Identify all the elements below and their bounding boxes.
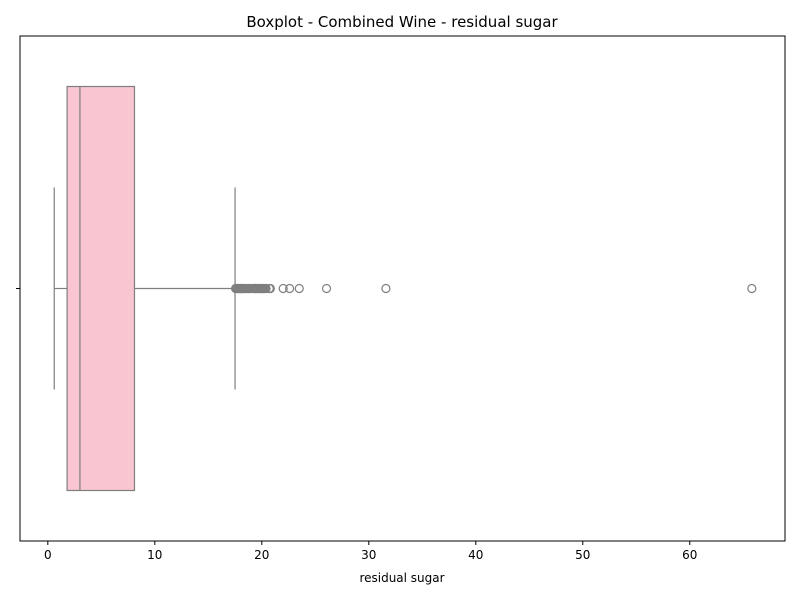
x-tick-label: 10 [147,548,162,562]
outlier-point [747,283,757,294]
x-axis: 0 10 20 30 40 50 60 [16,288,697,562]
chart-title: Boxplot - Combined Wine - residual sugar [246,13,558,31]
x-tick-label: 20 [254,548,269,562]
x-tick-label: 60 [682,548,697,562]
x-tick-label: 0 [44,548,52,562]
plot-area [53,85,757,492]
iqr-box [66,85,136,492]
x-tick-label: 30 [361,548,376,562]
outlier-point [381,283,391,294]
x-axis-label: residual sugar [359,571,444,585]
outlier-point [265,283,275,294]
outlier-point [261,283,271,294]
outlier-point [321,283,332,294]
x-tick-label: 50 [575,548,590,562]
outlier-point [278,283,288,294]
outlier-point [294,283,304,294]
x-tick-label: 40 [468,548,483,562]
outlier-point [285,283,295,294]
